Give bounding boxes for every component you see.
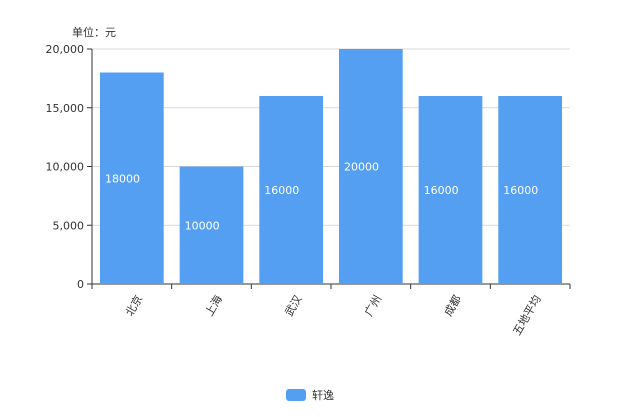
x-tick-label: 武汉 <box>282 293 304 319</box>
legend-swatch <box>286 389 306 401</box>
x-axis-ticks: 北京 上海 武汉 广州 成都 五地平均 <box>91 284 571 338</box>
legend: 轩逸 <box>0 387 620 403</box>
y-axis-ticks: 0 5,000 10,000 15,000 20,000 <box>46 43 93 291</box>
x-tick-label: 五地平均 <box>510 293 543 338</box>
bar[interactable] <box>179 166 244 285</box>
bar[interactable] <box>498 96 563 284</box>
y-tick-label: 0 <box>77 278 84 291</box>
y-tick-label: 20,000 <box>46 43 85 56</box>
bar[interactable] <box>99 72 164 285</box>
legend-label: 轩逸 <box>312 389 334 402</box>
bar-value-label: 10000 <box>185 219 220 232</box>
x-tick-label: 成都 <box>442 293 464 319</box>
unit-label: 单位：元 <box>72 25 116 39</box>
bar[interactable] <box>338 49 403 284</box>
bar-value-label: 16000 <box>424 184 459 197</box>
x-tick-label: 北京 <box>122 293 145 319</box>
bar-value-label: 16000 <box>503 184 538 197</box>
y-tick-label: 10,000 <box>46 161 85 174</box>
y-tick-label: 15,000 <box>46 102 85 115</box>
bar[interactable] <box>259 96 324 284</box>
y-tick-label: 5,000 <box>53 219 85 232</box>
bars: 18000 10000 16000 20000 16000 16000 <box>99 49 563 285</box>
x-tick-label: 广州 <box>362 293 384 319</box>
bar[interactable] <box>418 96 483 284</box>
bar-value-label: 18000 <box>105 172 140 185</box>
bar-value-label: 16000 <box>264 184 299 197</box>
x-tick-label: 上海 <box>202 293 225 319</box>
bar-value-label: 20000 <box>344 161 379 174</box>
